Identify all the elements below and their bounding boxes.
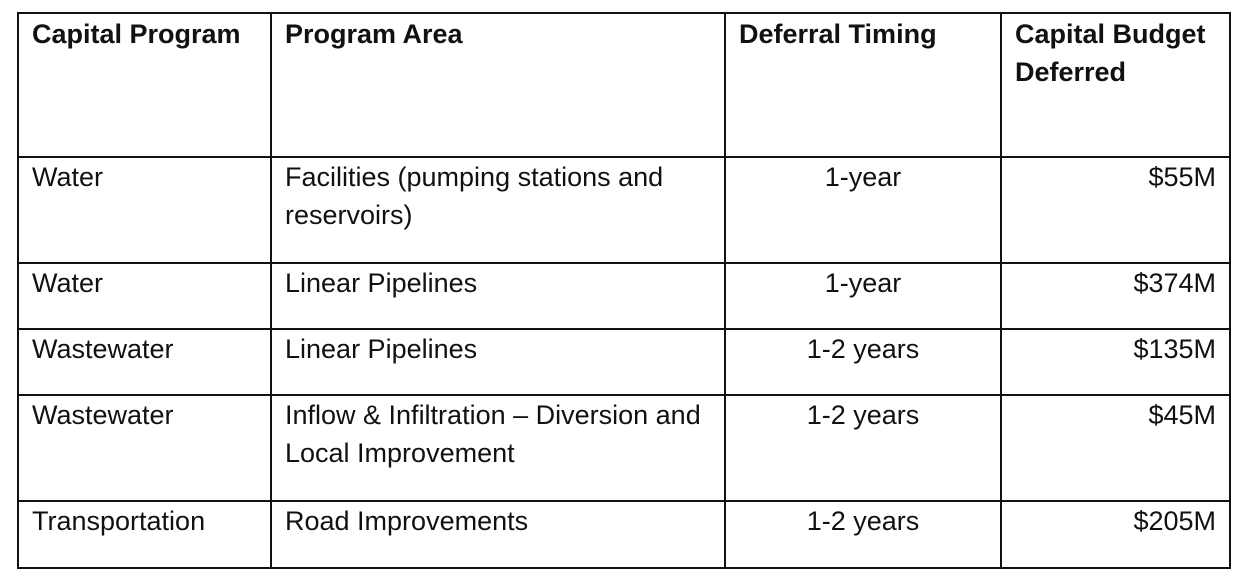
cell-capital-program: Water [17, 156, 272, 264]
cell-budget-deferred: $374M [1000, 262, 1231, 330]
cell-budget-deferred: $55M [1000, 156, 1231, 264]
table-row: Wastewater Linear Pipelines 1-2 years $1… [17, 328, 1231, 396]
table-row: Transportation Road Improvements 1-2 yea… [17, 500, 1231, 569]
cell-program-area: Linear Pipelines [270, 262, 726, 330]
capital-deferral-table: Capital Program Program Area Deferral Ti… [17, 12, 1231, 569]
header-capital-budget-deferred: Capital Budget Deferred [1000, 12, 1231, 158]
cell-program-area: Facilities (pumping stations and reservo… [270, 156, 726, 264]
table-row: Water Facilities (pumping stations and r… [17, 156, 1231, 264]
cell-deferral-timing: 1-year [724, 156, 1002, 264]
cell-deferral-timing: 1-year [724, 262, 1002, 330]
cell-budget-deferred: $205M [1000, 500, 1231, 569]
cell-deferral-timing: 1-2 years [724, 500, 1002, 569]
cell-capital-program: Wastewater [17, 328, 272, 396]
cell-capital-program: Water [17, 262, 272, 330]
cell-budget-deferred: $45M [1000, 394, 1231, 502]
cell-deferral-timing: 1-2 years [724, 394, 1002, 502]
table-row: Water Linear Pipelines 1-year $374M [17, 262, 1231, 330]
header-program-area: Program Area [270, 12, 726, 158]
cell-budget-deferred: $135M [1000, 328, 1231, 396]
cell-capital-program: Wastewater [17, 394, 272, 502]
table-header-row: Capital Program Program Area Deferral Ti… [17, 12, 1231, 158]
header-deferral-timing: Deferral Timing [724, 12, 1002, 158]
cell-program-area: Road Improvements [270, 500, 726, 569]
cell-program-area: Inflow & Infiltration – Diversion and Lo… [270, 394, 726, 502]
cell-program-area: Linear Pipelines [270, 328, 726, 396]
table-row: Wastewater Inflow & Infiltration – Diver… [17, 394, 1231, 502]
header-capital-program: Capital Program [17, 12, 272, 158]
cell-capital-program: Transportation [17, 500, 272, 569]
cell-deferral-timing: 1-2 years [724, 328, 1002, 396]
